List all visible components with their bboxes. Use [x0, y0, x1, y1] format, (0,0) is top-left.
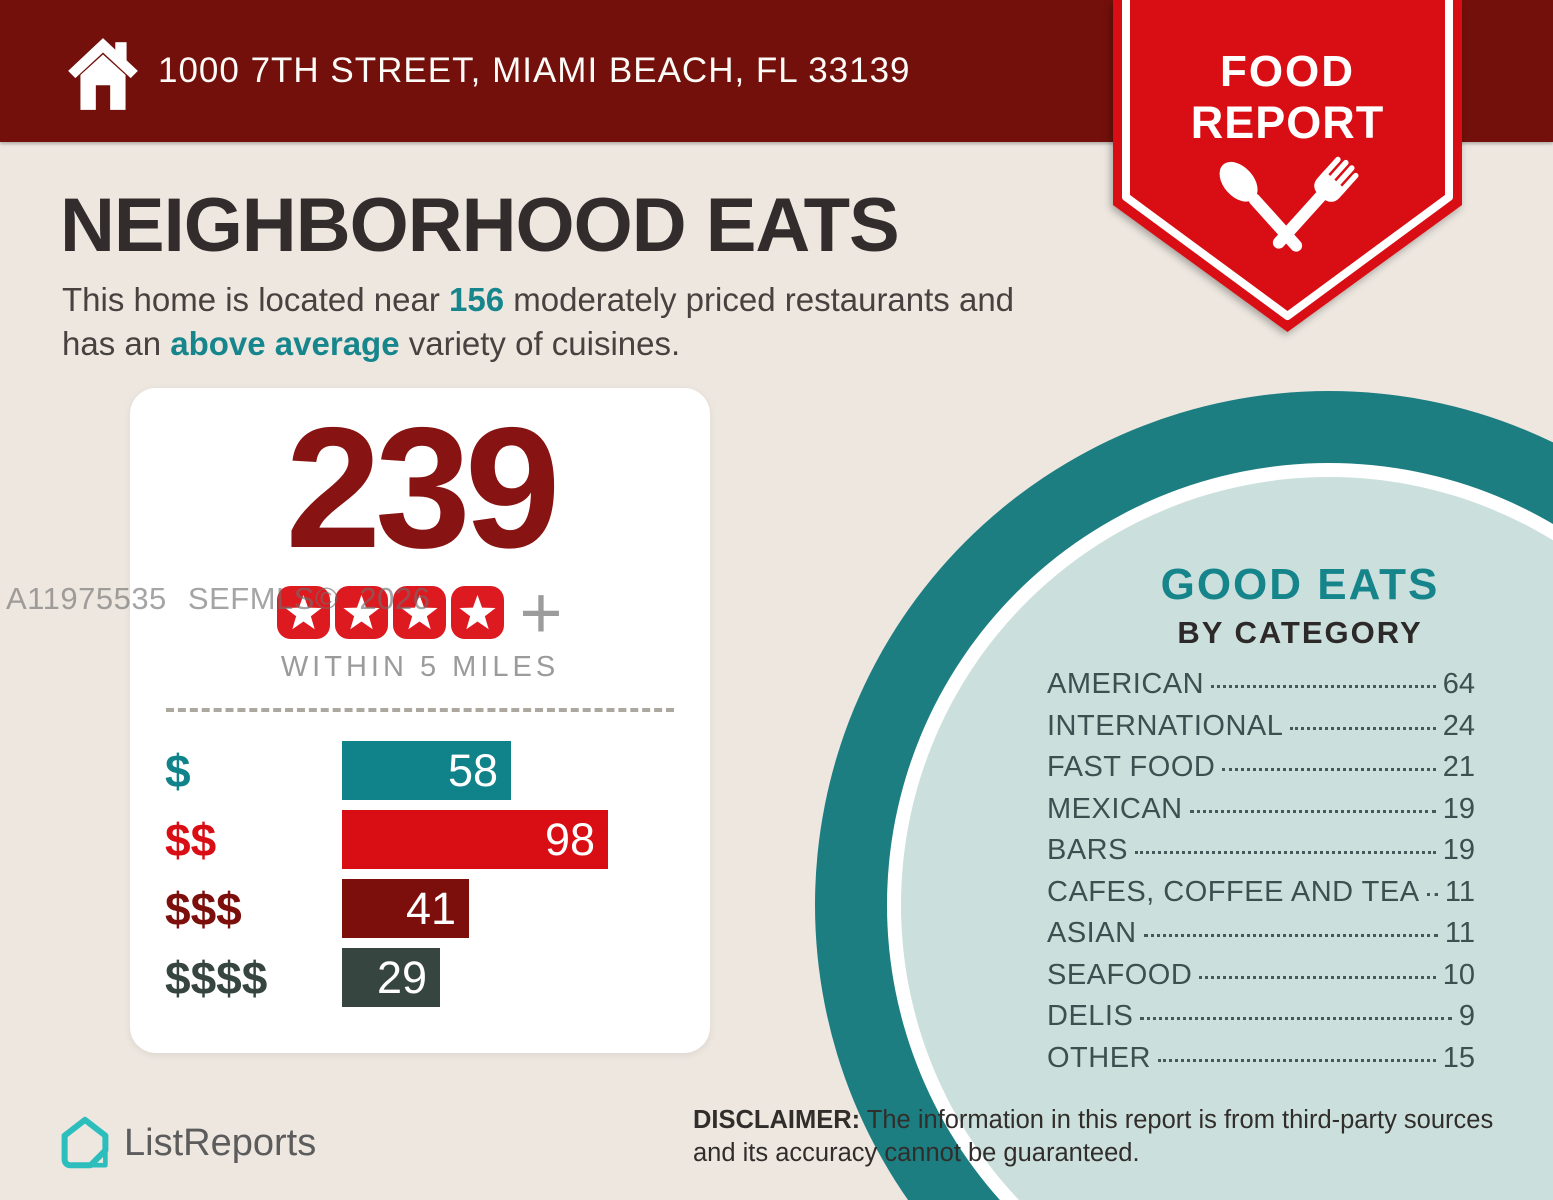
price-tier-label: $$$$: [165, 951, 268, 1004]
crossed-utensils-icon: [1219, 156, 1359, 252]
dot-leader: [1211, 685, 1436, 688]
price-bar-value: 58: [447, 744, 498, 796]
dot-leader: [1426, 892, 1438, 896]
category-value: 19: [1442, 792, 1475, 825]
category-label: BARS: [1047, 834, 1128, 866]
category-value: 15: [1442, 1041, 1475, 1074]
category-row: MEXICAN 19: [1047, 793, 1475, 835]
category-label: OTHER: [1047, 1041, 1151, 1074]
disclaimer-text: The information in this report is from t…: [693, 1106, 1494, 1168]
intro-line2-pre: has an: [62, 324, 171, 362]
disclaimer: DISCLAIMER: The information in this repo…: [693, 1104, 1498, 1170]
category-value: 9: [1458, 1000, 1475, 1032]
price-bar: 58: [342, 741, 511, 800]
price-bar-row: $58: [130, 736, 710, 805]
price-bar-value: 41: [405, 882, 456, 934]
category-value: 24: [1442, 709, 1475, 742]
star-icon: [277, 586, 331, 639]
category-row: SEAFOOD 10: [1047, 959, 1475, 1001]
star-icon: [451, 586, 505, 639]
category-value: 11: [1444, 875, 1475, 908]
good-eats-subtitle: BY CATEGORY: [1177, 615, 1423, 650]
intro-line1-pre: This home is located near: [62, 281, 450, 318]
intro-line1-post: moderately priced restaurants and: [504, 281, 1015, 318]
summary-card: 239 + WITHIN 5 MILES $58 $$ 98 $$$ 41 $$$$ 29: [130, 388, 710, 1053]
category-label: DELIS: [1047, 1000, 1134, 1032]
category-value: 11: [1444, 917, 1475, 949]
category-label: MEXICAN: [1047, 792, 1183, 825]
category-label: FAST FOOD: [1047, 751, 1216, 783]
dot-leader: [1189, 809, 1436, 813]
listreports-wordmark: ListReports: [124, 1121, 317, 1164]
footer-brand: ListReports: [60, 1114, 316, 1172]
category-list: AMERICAN 64 INTERNATIONAL 24 FAST FOOD 21 MEXI…: [1047, 668, 1475, 1083]
intro-line2-post: variety of cuisines.: [399, 324, 681, 362]
mls-watermark: A11975535 SEFMLS© 2026: [6, 581, 431, 616]
category-label: ASIAN: [1047, 917, 1137, 949]
price-bar: 41: [342, 879, 469, 938]
intro-text: This home is located near 156 moderately…: [62, 278, 1014, 365]
category-row: CAFES, COFFEE AND TEA 11: [1047, 876, 1475, 918]
price-tier-label: $$: [165, 813, 217, 866]
disclaimer-label: DISCLAIMER:: [693, 1106, 861, 1134]
category-row: BARS 19: [1047, 834, 1475, 876]
price-bar-chart: $58 $$ 98 $$$ 41 $$$$ 29: [130, 736, 710, 1012]
dot-leader: [1134, 851, 1436, 854]
category-label: SEAFOOD: [1047, 958, 1193, 991]
intro-variety-highlight: above average: [170, 324, 400, 362]
price-tier-label: $: [165, 744, 191, 797]
category-value: 64: [1442, 668, 1475, 700]
category-value: 10: [1442, 958, 1475, 991]
dot-leader: [1140, 1017, 1452, 1020]
price-bar-row: $$ 98: [130, 805, 710, 874]
dot-leader: [1158, 1058, 1436, 1062]
category-row: INTERNATIONAL 24: [1047, 710, 1475, 752]
category-label: INTERNATIONAL: [1047, 709, 1284, 742]
dot-leader: [1143, 934, 1438, 937]
star-icon: [393, 586, 447, 639]
ribbon-inner-border: [1122, 0, 1453, 320]
good-eats-title: GOOD EATS: [1160, 560, 1440, 609]
dot-leader: [1199, 975, 1436, 979]
price-bar-row: $$$$ 29: [130, 943, 710, 1012]
total-restaurants-count: 239: [285, 392, 561, 584]
category-value: 21: [1442, 751, 1475, 783]
price-bar-value: 29: [376, 951, 427, 1003]
star-icons: [277, 586, 505, 639]
food-report-ribbon: FOOD REPORT: [1113, 0, 1462, 332]
dot-leader: [1222, 768, 1436, 771]
radius-label: WITHIN 5 MILES: [280, 651, 560, 683]
price-bar: 29: [342, 948, 440, 1007]
price-bar-row: $$$ 41: [130, 874, 710, 943]
price-bar: 98: [342, 810, 608, 869]
good-eats-heading: GOOD EATS BY CATEGORY: [1048, 560, 1552, 651]
dot-leader: [1290, 726, 1436, 730]
category-label: AMERICAN: [1047, 668, 1205, 700]
divider: [166, 708, 674, 712]
ribbon-label-food: FOOD: [1220, 47, 1355, 96]
star-icon: [335, 586, 389, 639]
category-row: ASIAN 11: [1047, 917, 1475, 959]
category-row: AMERICAN 64: [1047, 668, 1475, 710]
category-row: OTHER 15: [1047, 1042, 1475, 1084]
ribbon-label-report: REPORT: [1191, 97, 1385, 148]
price-tier-label: $$$: [165, 882, 242, 935]
category-row: FAST FOOD 21: [1047, 751, 1475, 793]
property-address: 1000 7TH STREET, MIAMI BEACH, FL 33139: [158, 51, 911, 90]
category-row: DELIS 9: [1047, 1000, 1475, 1042]
category-label: CAFES, COFFEE AND TEA: [1047, 875, 1420, 908]
category-value: 19: [1442, 834, 1475, 866]
intro-restaurant-count: 156: [449, 281, 505, 318]
price-bar-value: 98: [544, 813, 595, 865]
page-title: NEIGHBORHOOD EATS: [60, 183, 900, 268]
plus-icon: +: [519, 571, 563, 654]
rating-row: +: [130, 571, 710, 654]
home-icon: [68, 38, 138, 110]
listreports-logo-icon: [61, 1116, 109, 1169]
